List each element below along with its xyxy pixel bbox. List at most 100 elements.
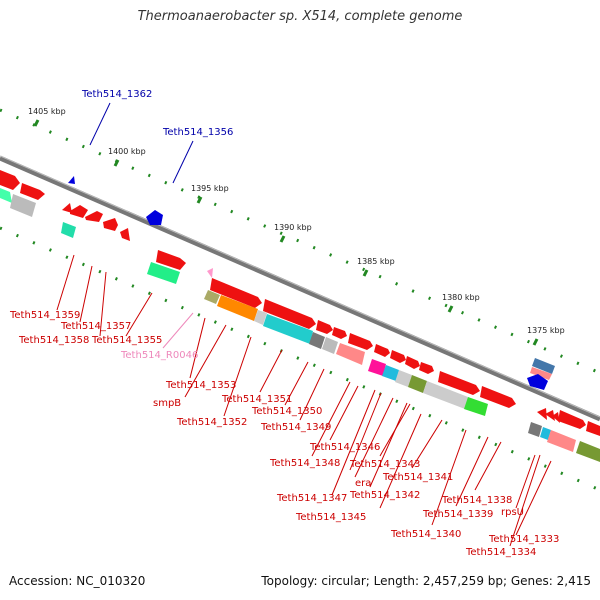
scale-label: 1375 kbp (527, 326, 565, 335)
genome-backbone (0, 155, 600, 422)
gene-label: smpB (153, 398, 181, 409)
gene-arrow (576, 441, 600, 462)
misc-feature (527, 374, 548, 390)
inner-track (0, 226, 600, 492)
gene-arrow (103, 218, 118, 231)
gene-label: Teth514_1345 (295, 512, 366, 523)
gene-arrow (374, 344, 390, 357)
scale-labels: 1405 kbp 1400 kbp 1395 kbp 1390 kbp 1385 kbp… (28, 107, 565, 346)
gene-arrow (10, 194, 36, 217)
gene-label: Teth514_1340 (390, 529, 461, 540)
scale-tick (362, 269, 369, 277)
gene-arrow (0, 188, 12, 203)
gene-arrow (204, 290, 220, 304)
gene-arrow (62, 203, 72, 213)
gene-label: Teth514_1338 (441, 495, 512, 506)
gene-label: Teth514_1341 (382, 472, 453, 483)
gene-arrow (464, 397, 488, 416)
gene-arrow (530, 367, 552, 380)
gene-label: Teth514_1350 (251, 406, 322, 417)
scale-track (0, 108, 600, 375)
gene-label: Teth514_R0046 (120, 350, 198, 361)
gene-label: Teth514_1342 (349, 490, 420, 501)
gene-label: Teth514_1352 (176, 417, 247, 428)
gene-arrow (336, 343, 365, 365)
gene-arrow (528, 422, 542, 437)
gene-arrow (147, 262, 180, 284)
gene-arrow (532, 358, 555, 374)
gene-label: Teth514_1357 (60, 321, 131, 332)
gene-label: Teth514_1347 (276, 493, 347, 504)
scale-tick (33, 119, 40, 127)
gene-label: Teth514_1334 (465, 547, 536, 558)
gene-arrow (20, 183, 45, 200)
trna-arrow (207, 268, 213, 278)
gene-arrow (390, 350, 406, 363)
gene-label: Teth514_1349 (260, 422, 331, 433)
scale-label: 1390 kbp (274, 223, 312, 232)
gene-arrow (558, 410, 586, 429)
misc-feature (68, 176, 75, 184)
scale-label: 1385 kbp (357, 257, 395, 266)
gene-arrow (368, 359, 386, 376)
gene-label: Teth514_1353 (165, 380, 236, 391)
gene-arrow (254, 310, 267, 325)
scale-label: 1405 kbp (28, 107, 66, 116)
scale-tick (532, 338, 539, 346)
gene-label: Teth514_1343 (349, 459, 420, 470)
gene-label: Teth514_1362 (81, 89, 152, 100)
leader-lines (56, 102, 552, 547)
gene-arrow (70, 205, 88, 218)
gene-label: Teth514_1359 (9, 310, 80, 321)
gene-arrow (408, 375, 427, 393)
gene-label: Teth514_1358 (18, 335, 89, 346)
reverse-features (0, 188, 600, 462)
gene-arrow (61, 222, 76, 238)
genome-summary: Topology: circular; Length: 2,457,259 bp… (261, 574, 591, 588)
gene-arrow (547, 430, 576, 452)
gene-arrow (540, 427, 551, 440)
gene-arrow (395, 370, 412, 387)
gene-arrow (438, 371, 480, 395)
gene-label: Teth514_1351 (221, 394, 292, 405)
gene-arrow (263, 314, 313, 344)
scale-label: 1400 kbp (108, 147, 146, 156)
gene-arrow (120, 228, 130, 241)
gene-arrow (545, 410, 555, 421)
gene-label: era (355, 478, 371, 489)
gene-arrow (217, 295, 258, 321)
gene-label: Teth514_1356 (162, 127, 233, 138)
gene-arrow (210, 278, 262, 308)
scale-tick (113, 159, 120, 167)
gene-label: Teth514_1333 (488, 534, 559, 545)
gene-label: Teth514_1355 (91, 335, 162, 346)
gene-arrow (419, 362, 434, 374)
scale-tick (279, 235, 286, 243)
gene-arrow (0, 170, 20, 190)
gene-arrow (322, 337, 338, 354)
gene-arrow (263, 299, 316, 329)
gene-arrow (552, 412, 560, 423)
map-title: Thermoanaerobacter sp. X514, complete ge… (137, 9, 463, 24)
gene-arrow (85, 211, 103, 222)
gene-arrow (537, 408, 547, 420)
gene-arrow (156, 250, 186, 270)
gene-arrow (382, 365, 399, 381)
gene-arrow (309, 332, 325, 349)
scale-tick (196, 196, 203, 204)
accession-text: Accession: NC_010320 (9, 574, 146, 588)
gene-labels: Teth514_1362 Teth514_1356 Teth514_1359 T… (9, 89, 559, 558)
gene-arrow (423, 381, 468, 409)
gene-arrow (480, 386, 516, 408)
scale-tick (447, 305, 454, 313)
gene-arrow (316, 320, 333, 334)
gene-arrow (332, 327, 347, 339)
misc-feature (146, 210, 163, 225)
gene-label: Teth514_1339 (422, 509, 493, 520)
forward-features (0, 170, 600, 436)
scale-label: 1380 kbp (442, 293, 480, 302)
gene-label: Teth514_1346 (309, 442, 380, 453)
gene-arrow (405, 356, 420, 369)
gene-arrow (348, 333, 373, 350)
